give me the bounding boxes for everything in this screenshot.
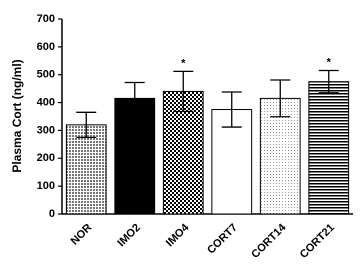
bar bbox=[259, 97, 301, 215]
y-tick-label: 600 bbox=[37, 41, 55, 53]
y-tick-label: 200 bbox=[37, 152, 55, 164]
x-tick-label: IMO4 bbox=[164, 221, 192, 249]
y-tick-label: 300 bbox=[37, 124, 55, 136]
y-tick-label: 400 bbox=[37, 96, 55, 108]
y-tick-label: 700 bbox=[37, 13, 55, 25]
x-tick-label: NOR bbox=[69, 222, 95, 248]
significance-mark: * bbox=[181, 57, 186, 69]
x-tick-label: CORT14 bbox=[249, 221, 289, 261]
significance-mark: * bbox=[327, 56, 332, 68]
y-axis-label: Plasma Cort (ng/ml) bbox=[10, 59, 24, 172]
x-tick-label: CORT21 bbox=[298, 222, 337, 261]
bar bbox=[162, 90, 204, 215]
y-tick-label: 0 bbox=[49, 208, 55, 220]
bar bbox=[65, 124, 107, 215]
y-tick-label: 500 bbox=[37, 69, 55, 81]
bar bbox=[114, 97, 156, 215]
y-tick-label: 100 bbox=[37, 180, 55, 192]
bar bbox=[308, 81, 350, 215]
x-tick-label: CORT7 bbox=[205, 222, 240, 257]
x-tick-label: IMO2 bbox=[115, 222, 143, 250]
